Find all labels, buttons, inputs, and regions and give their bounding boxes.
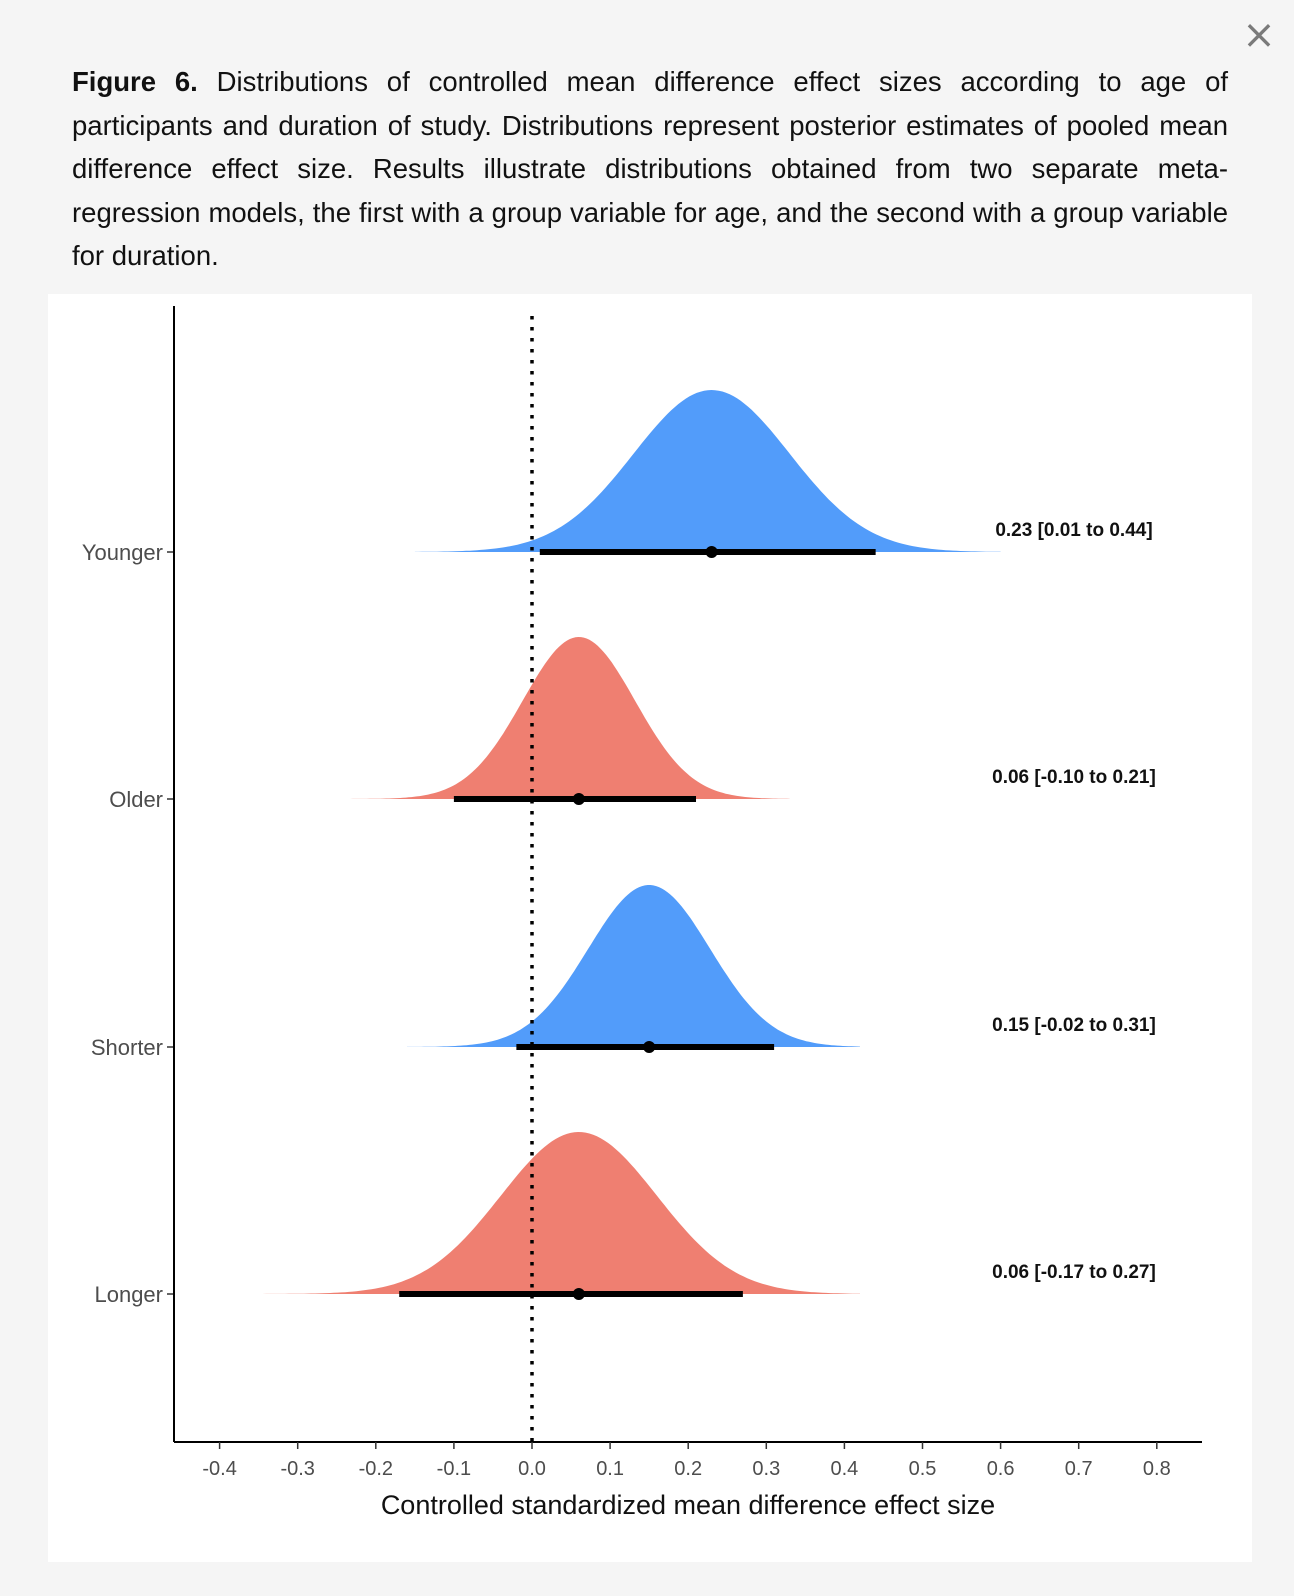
density-longer (258, 1132, 860, 1294)
axes-layer: Younger Older Shorter Longer -0.4 -0.3 -0.2 -0.… (82, 306, 1202, 1480)
estimate-label-younger: 0.23 [0.01 to 0.44] (995, 520, 1152, 541)
close-icon[interactable]: × (1242, 12, 1276, 58)
estimate-point-longer (572, 1288, 585, 1300)
estimate-label-shorter: 0.15 [-0.02 to 0.31] (992, 1015, 1156, 1036)
caption-label: Figure 6. (72, 66, 198, 97)
density-older (344, 637, 790, 799)
x-tick-label: 0.5 (909, 1458, 937, 1480)
x-tick-label: 0.3 (752, 1458, 780, 1480)
estimate-label-longer: 0.06 [-0.17 to 0.27] (992, 1262, 1156, 1283)
estimate-point-younger (705, 546, 718, 558)
x-tick-label: -0.1 (437, 1458, 471, 1480)
y-tick-label-older: Older (109, 787, 163, 812)
estimate-point-older (572, 793, 585, 805)
ridges-layer (258, 390, 1001, 1294)
intervals-layer: 0.23 [0.01 to 0.44] 0.06 [-0.10 to 0.21] 0… (399, 520, 1156, 1300)
figure-panel: 0.23 [0.01 to 0.44] 0.06 [-0.10 to 0.21] 0… (48, 294, 1252, 1562)
x-tick-label: 0.2 (674, 1458, 702, 1480)
x-tick-label: 0.8 (1143, 1458, 1171, 1480)
x-tick-label: 0.7 (1065, 1458, 1093, 1480)
x-axis-title: Controlled standardized mean difference … (381, 1490, 995, 1520)
estimate-point-shorter (643, 1041, 656, 1053)
x-tick-label: 0.6 (987, 1458, 1015, 1480)
x-tick-label: 0.1 (596, 1458, 624, 1480)
density-shorter (407, 885, 860, 1047)
y-tick-label-shorter: Shorter (91, 1035, 163, 1060)
figure-caption: Figure 6. Distributions of controlled me… (72, 60, 1228, 278)
x-tick-label: 0.4 (830, 1458, 858, 1480)
caption-text: Distributions of controlled mean differe… (72, 66, 1228, 271)
x-tick-label: 0.0 (518, 1458, 546, 1480)
x-tick-label: -0.4 (202, 1458, 236, 1480)
x-tick-label: -0.3 (280, 1458, 314, 1480)
estimate-label-older: 0.06 [-0.10 to 0.21] (992, 767, 1156, 788)
y-tick-label-younger: Younger (82, 540, 163, 565)
x-tick-label: -0.2 (359, 1458, 393, 1480)
ridgeline-chart: 0.23 [0.01 to 0.44] 0.06 [-0.10 to 0.21] 0… (82, 306, 1202, 1520)
y-tick-label-longer: Longer (94, 1282, 163, 1307)
density-younger (414, 390, 1001, 552)
